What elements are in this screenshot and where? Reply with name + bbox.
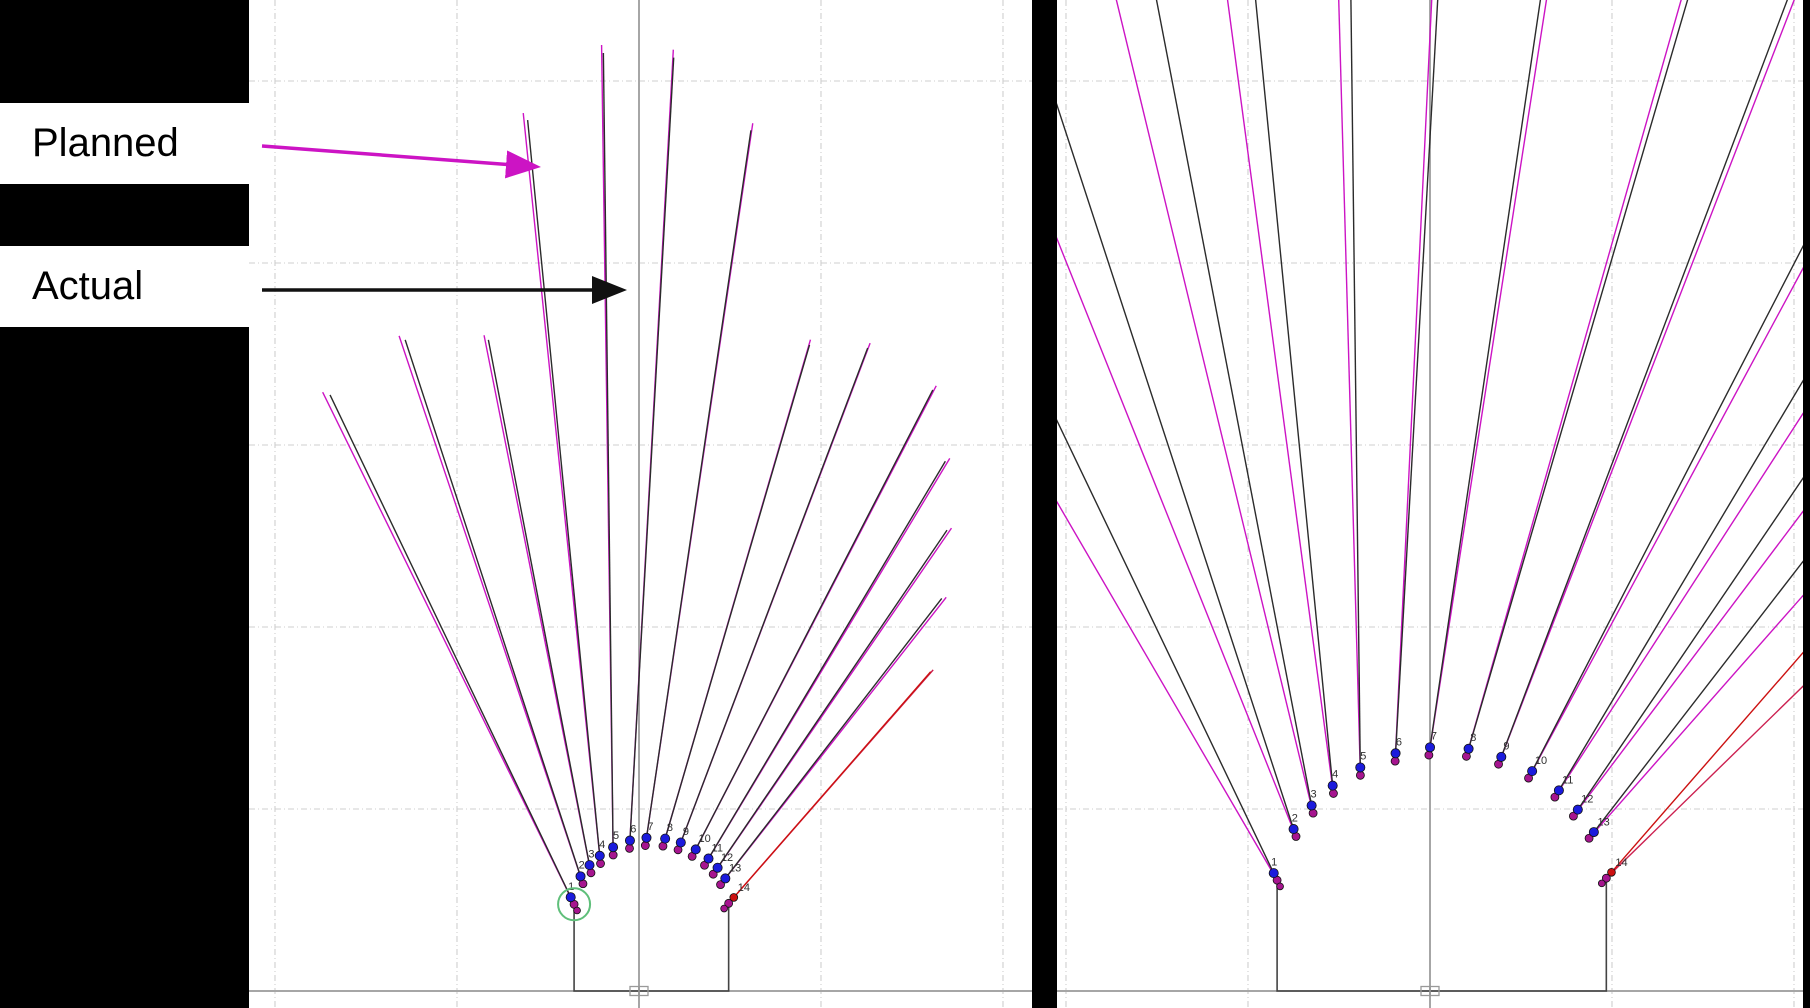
- svg-text:2: 2: [579, 860, 585, 872]
- svg-text:13: 13: [1598, 816, 1610, 828]
- svg-text:9: 9: [683, 826, 689, 838]
- svg-text:2: 2: [1292, 812, 1298, 824]
- svg-text:13: 13: [729, 863, 741, 875]
- svg-text:8: 8: [667, 822, 673, 834]
- svg-text:3: 3: [588, 848, 594, 860]
- svg-text:12: 12: [1581, 794, 1593, 806]
- svg-text:7: 7: [1431, 730, 1437, 742]
- svg-text:10: 10: [1535, 755, 1547, 767]
- svg-text:14: 14: [1615, 857, 1627, 869]
- svg-text:9: 9: [1503, 740, 1509, 752]
- svg-text:5: 5: [1360, 750, 1366, 762]
- svg-text:4: 4: [1332, 769, 1338, 781]
- svg-text:10: 10: [698, 833, 710, 845]
- svg-text:14: 14: [738, 882, 750, 894]
- svg-text:8: 8: [1470, 732, 1476, 744]
- svg-text:1: 1: [1271, 857, 1277, 869]
- svg-text:3: 3: [1311, 789, 1317, 801]
- svg-text:7: 7: [647, 821, 653, 833]
- svg-text:4: 4: [599, 839, 605, 851]
- svg-text:1: 1: [568, 881, 574, 893]
- svg-text:6: 6: [1396, 736, 1402, 748]
- svg-text:6: 6: [630, 824, 636, 836]
- svg-text:5: 5: [613, 830, 619, 842]
- svg-text:11: 11: [1562, 774, 1573, 786]
